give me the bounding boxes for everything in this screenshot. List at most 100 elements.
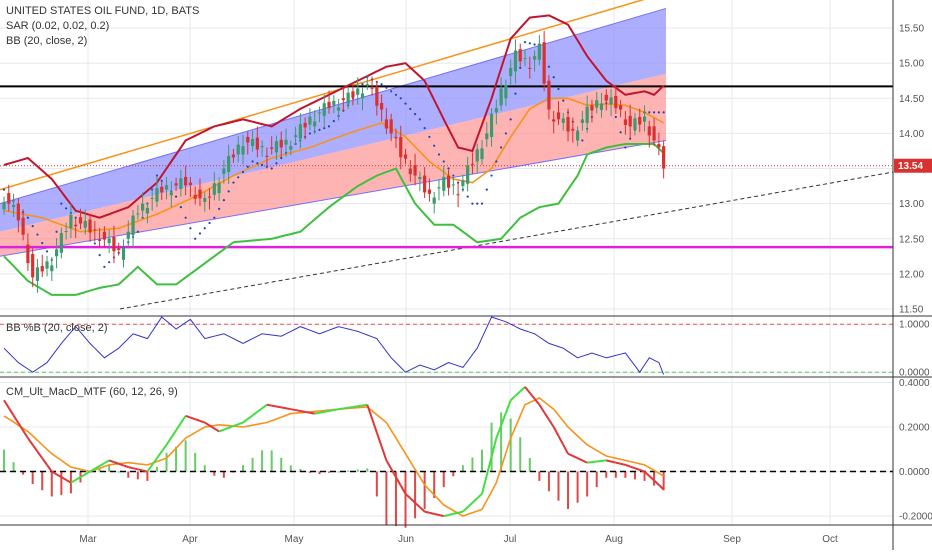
candle	[136, 205, 140, 220]
candle-body	[628, 115, 632, 127]
sar-dot	[194, 237, 197, 240]
candle-body	[389, 119, 393, 134]
sar-dot	[256, 162, 259, 165]
candle-body	[136, 213, 140, 215]
macd-line-segment	[213, 427, 220, 433]
candle-body	[250, 139, 255, 147]
macd-histogram-bar	[222, 471, 225, 478]
candle	[456, 183, 460, 208]
price-axis-tick: 13.00	[899, 199, 924, 210]
candle-body	[241, 146, 245, 155]
macd-histogram-bar	[614, 471, 617, 478]
macd-histogram-bar	[624, 471, 627, 478]
sar-dot	[93, 242, 96, 245]
macd-histogram-bar	[3, 449, 5, 472]
candle	[298, 113, 302, 149]
macd-line-segment	[190, 416, 196, 421]
candle	[642, 105, 647, 132]
candle-body	[155, 188, 159, 202]
macd-histogram-bar	[280, 457, 283, 472]
sar-dot	[160, 179, 163, 182]
sar-dot	[74, 216, 77, 219]
candle-body	[35, 267, 40, 281]
macd-histogram-bar	[299, 469, 302, 472]
sar-dot	[523, 41, 527, 44]
macd-histogram-bar	[356, 469, 359, 472]
candle-body	[293, 135, 298, 137]
price-axis-tick: 15.00	[899, 59, 924, 70]
macd-line-segment	[443, 514, 449, 518]
candle-body	[542, 42, 546, 84]
candle	[289, 140, 293, 156]
candle-body	[207, 196, 212, 198]
candle-body	[384, 119, 388, 129]
macd-line-segment	[3, 399, 10, 409]
sar-dot	[65, 207, 68, 210]
sar-dot	[232, 181, 235, 184]
pb-pane-title[interactable]: BB %B (20, close, 2)	[6, 322, 108, 334]
candle	[394, 128, 398, 149]
dashed-trendline	[119, 171, 894, 310]
macd-histogram-bar	[328, 471, 331, 473]
sar-dot	[174, 195, 178, 198]
candle	[69, 203, 73, 239]
macd-line-segment	[7, 407, 15, 416]
macd-histogram-bar	[203, 465, 206, 472]
candle	[389, 113, 393, 142]
sar-dot	[280, 156, 283, 160]
candle-body	[427, 189, 432, 194]
macd-line-segment	[601, 459, 607, 462]
sar-dot	[2, 188, 6, 191]
candle-body	[274, 141, 279, 153]
candle	[193, 186, 197, 205]
symbol-title[interactable]: UNITED STATES OIL FUND, 1D, BATS	[6, 5, 200, 17]
candle	[7, 184, 11, 212]
candle-body	[399, 136, 403, 158]
macd-histogram-bar	[375, 471, 378, 497]
macd-axis-tick: -0.2000	[899, 512, 932, 523]
candle-body	[561, 118, 565, 123]
candle-body	[117, 248, 121, 250]
macd-line-segment	[562, 444, 569, 455]
candle-body	[121, 247, 126, 260]
candle-body	[480, 148, 484, 160]
macd-line-segment	[380, 446, 388, 461]
macd-pane-title[interactable]: CM_Ult_MacD_MTF (60, 12, 26, 9)	[6, 386, 178, 398]
candle	[98, 228, 102, 247]
macd-histogram-bar	[31, 471, 34, 485]
candle	[360, 87, 365, 111]
sar-dot	[179, 206, 182, 209]
macd-histogram-bar	[433, 471, 436, 499]
candle	[384, 108, 388, 135]
macd-line-segment	[170, 429, 177, 439]
candle	[523, 49, 527, 67]
candle	[638, 108, 642, 133]
macd-line-segment	[108, 459, 115, 464]
sar-dot	[547, 65, 551, 68]
candle	[408, 160, 412, 182]
candle	[88, 213, 92, 243]
candle-body	[451, 184, 455, 186]
candle	[542, 30, 546, 92]
sar-dot	[222, 199, 225, 202]
bb-indicator-label[interactable]: BB (20, close, 2)	[6, 35, 88, 47]
sar-dot	[251, 160, 254, 163]
macd-histogram-bar	[22, 471, 25, 475]
candle	[599, 92, 604, 118]
candle-body	[88, 219, 92, 233]
candle-body	[432, 197, 436, 204]
sar-indicator-label[interactable]: SAR (0.02, 0.02, 0.2)	[6, 20, 110, 32]
candle	[571, 117, 575, 143]
candle	[518, 43, 522, 67]
candle-body	[2, 202, 6, 210]
candle-body	[50, 265, 54, 272]
macd-line-segment	[629, 465, 636, 470]
macd-histogram-bar	[662, 471, 665, 491]
macd-line-segment	[395, 476, 402, 486]
macd-line-segment	[504, 399, 512, 414]
candle-body	[227, 155, 231, 173]
macd-histogram-bar	[538, 471, 541, 481]
candle-body	[337, 107, 341, 111]
